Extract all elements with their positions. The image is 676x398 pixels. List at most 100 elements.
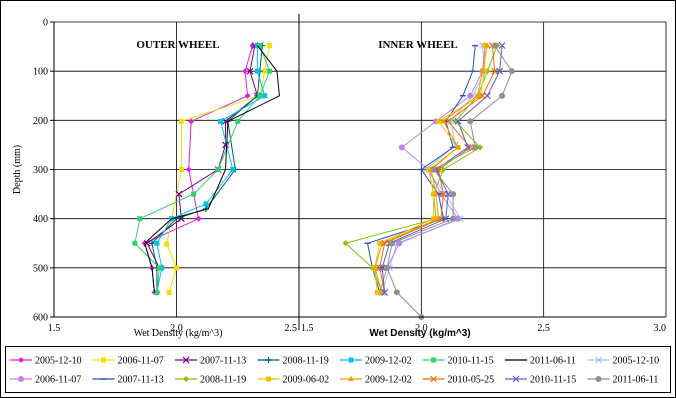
data-point xyxy=(384,264,391,271)
plot-area: 1.5 2.0 2.5 0 100 200 300 400 500 600 Depth (mm) OU… xyxy=(12,14,667,339)
data-point xyxy=(464,143,472,151)
legend-label: 2005-12-10 xyxy=(613,356,660,367)
legend-label: 2008-11-19 xyxy=(200,375,246,386)
legend-label: 2010-11-15 xyxy=(530,375,576,386)
legend-item: 2009-12-02 xyxy=(340,356,412,367)
x-tick-label: 1.5 xyxy=(301,323,314,334)
legend-label: 2011-06-11 xyxy=(613,375,659,386)
data-point xyxy=(447,117,455,125)
legend-box xyxy=(5,346,671,393)
data-point xyxy=(396,240,403,247)
data-point xyxy=(496,67,504,75)
legend: 2005-12-10 2006-11-07 2007-11-13 2008-11-19… xyxy=(5,346,671,393)
legend-item: 2006-11-07 xyxy=(92,356,164,367)
legend-item: 2005-12-10 xyxy=(587,356,660,367)
data-point xyxy=(450,191,457,198)
y-tick-label: 500 xyxy=(33,263,48,274)
data-point xyxy=(430,166,437,173)
y-tick-label: 600 xyxy=(33,313,48,324)
legend-swatch-marker xyxy=(595,376,602,382)
x-tick-label: 3.0 xyxy=(654,323,667,334)
data-point xyxy=(195,215,202,222)
data-point xyxy=(262,68,268,74)
x-axis-title: Wet Density (kg/m^3) xyxy=(369,328,470,339)
data-point xyxy=(154,240,160,246)
data-point xyxy=(482,68,488,74)
data-point xyxy=(381,239,389,247)
legend-swatch-marker xyxy=(18,376,24,382)
data-point xyxy=(477,144,484,151)
series-group xyxy=(342,42,515,320)
legend-label: 2005-12-10 xyxy=(35,356,82,367)
legend-item: 2007-11-13 xyxy=(92,375,164,386)
series-line-2011-06-11 xyxy=(144,45,280,293)
data-point xyxy=(440,118,447,124)
data-point xyxy=(267,68,273,74)
data-point xyxy=(508,68,515,75)
data-point xyxy=(474,92,481,98)
data-point xyxy=(433,191,440,197)
legend-label: 2009-12-02 xyxy=(365,375,412,386)
data-point xyxy=(491,42,498,49)
data-point xyxy=(455,144,462,150)
y-axis-title: Depth (mm) xyxy=(12,145,23,194)
legend-item: 2007-11-13 xyxy=(175,356,246,367)
series-line-2010-11-15 xyxy=(134,45,271,293)
legend-swatch-marker xyxy=(512,375,520,383)
y-tick-label: 0 xyxy=(43,18,48,29)
series-line-2009-12-02 xyxy=(156,45,266,293)
data-point xyxy=(482,43,488,49)
y-tick-label: 400 xyxy=(33,214,48,225)
legend-label: 2009-12-02 xyxy=(365,356,412,367)
data-point xyxy=(267,43,273,49)
data-point xyxy=(342,240,349,247)
legend-swatch-marker xyxy=(183,376,189,382)
x-tick-label: 1.5 xyxy=(48,323,61,334)
legend-swatch-marker xyxy=(18,357,24,363)
x-tick-label: 2.0 xyxy=(170,323,183,334)
legend-swatch-marker xyxy=(101,357,106,363)
data-point xyxy=(467,118,474,125)
data-point xyxy=(215,167,221,172)
data-point xyxy=(203,201,209,207)
x-axis-title: Wet Density (kg/m^3) xyxy=(134,328,223,339)
data-point xyxy=(246,67,254,75)
data-point xyxy=(235,118,241,124)
data-point xyxy=(479,68,486,74)
data-point xyxy=(242,68,249,75)
data-point xyxy=(450,215,457,222)
series-line-2008-11-19 xyxy=(151,45,263,293)
series-group xyxy=(132,42,280,296)
data-point xyxy=(244,92,251,99)
data-point xyxy=(257,93,263,99)
y-tick-label: 300 xyxy=(33,165,48,176)
data-point xyxy=(377,240,383,246)
legend-label: 2010-11-15 xyxy=(448,356,494,367)
data-point xyxy=(164,241,170,247)
panel-title: INNER WHEEL xyxy=(378,39,458,51)
data-point xyxy=(499,92,506,99)
legend-item: 2006-11-07 xyxy=(10,375,81,386)
legend-swatch-marker xyxy=(431,357,436,363)
legend-label: 2007-11-13 xyxy=(200,356,246,367)
data-point xyxy=(472,144,479,151)
legend-item: 2008-11-19 xyxy=(257,356,329,367)
data-point xyxy=(440,166,447,173)
data-point xyxy=(374,289,380,295)
legend-label: 2008-11-19 xyxy=(283,356,329,367)
legend-label: 2010-05-25 xyxy=(448,375,495,386)
x-tick-label: 2.0 xyxy=(415,323,428,334)
data-point xyxy=(149,240,155,247)
legend-item: 2009-06-02 xyxy=(257,375,329,386)
data-point xyxy=(166,289,172,295)
legend-swatch-marker xyxy=(348,376,354,381)
data-point xyxy=(437,215,445,223)
data-point xyxy=(491,67,499,75)
data-point xyxy=(498,42,506,50)
data-point xyxy=(154,289,160,295)
data-point xyxy=(156,265,162,271)
x-tick-label: 2.5 xyxy=(537,323,550,334)
legend-label: 2011-06-11 xyxy=(530,356,576,367)
data-point xyxy=(174,265,179,271)
